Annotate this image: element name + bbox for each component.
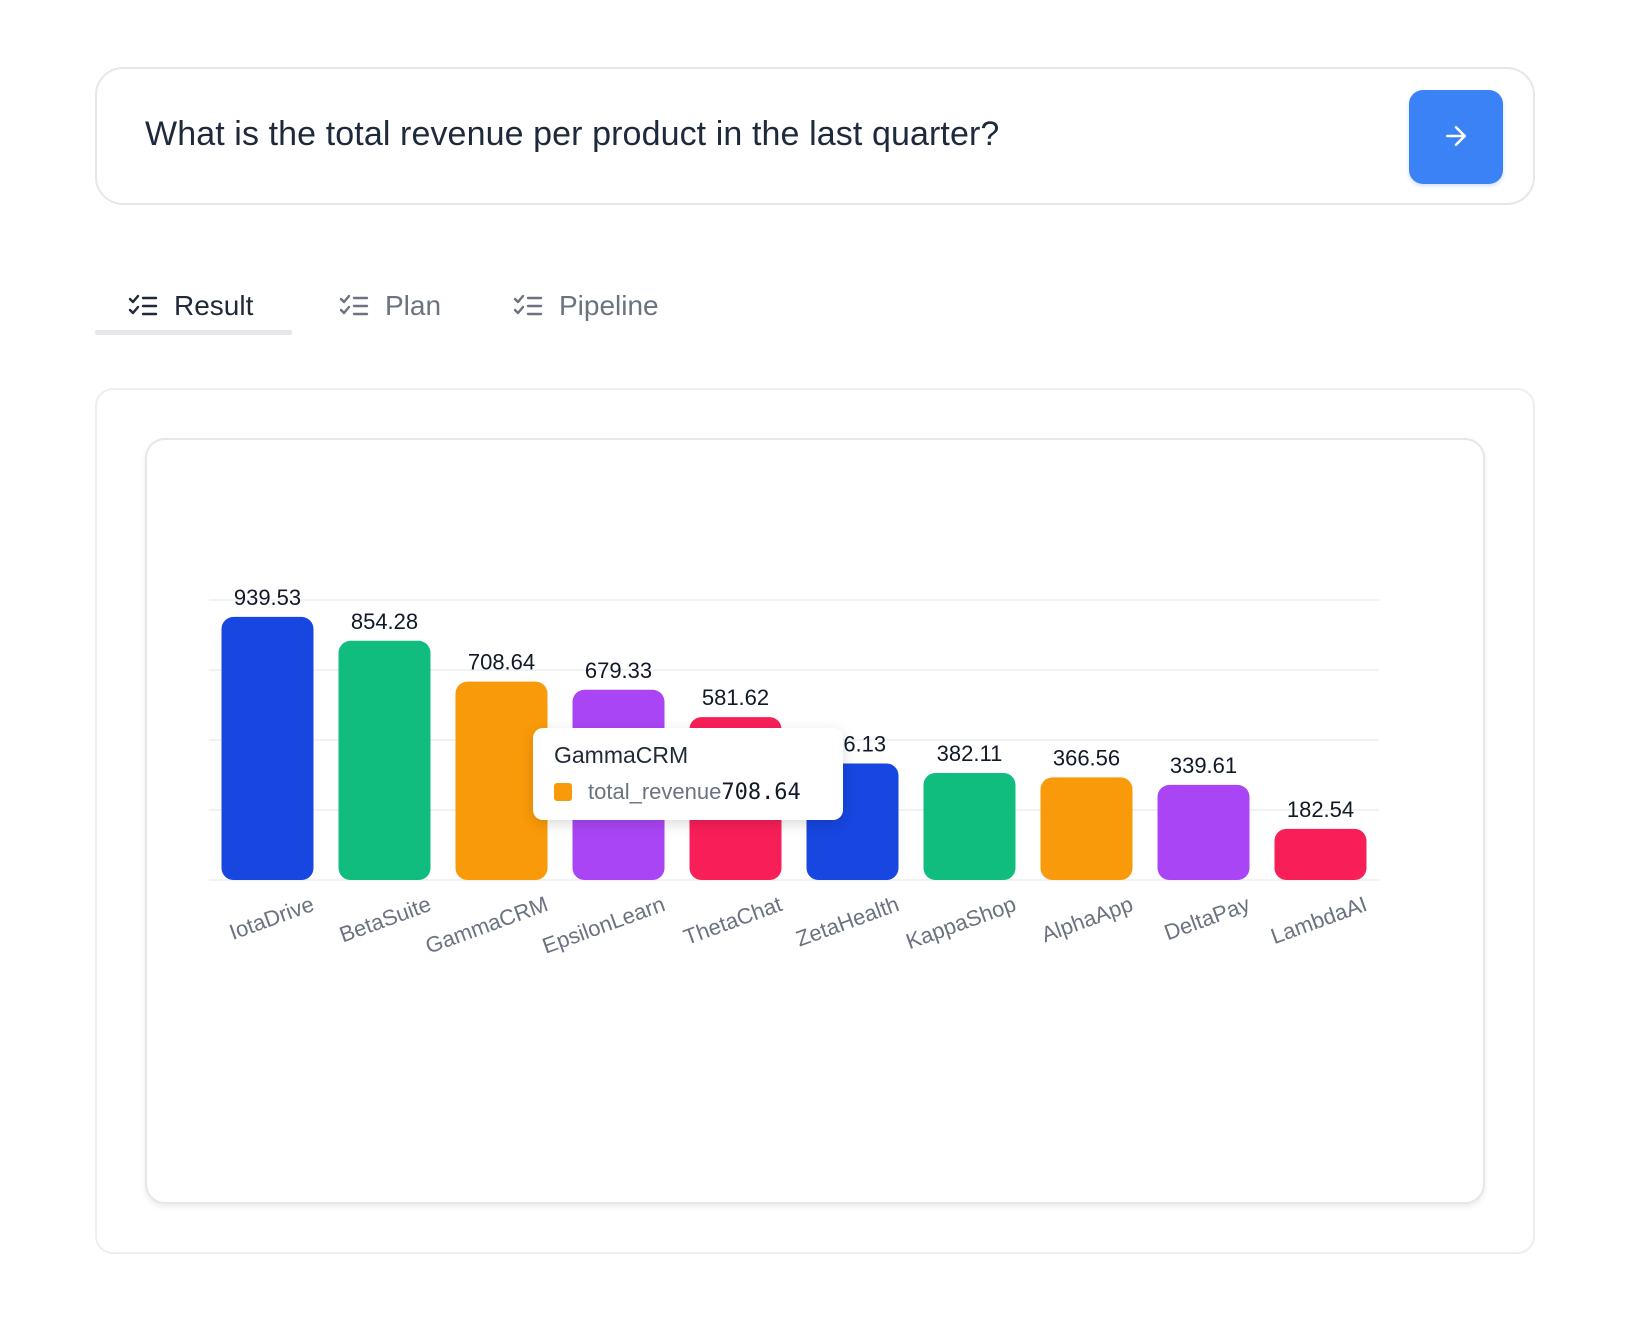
tooltip-title: GammaCRM	[554, 742, 689, 768]
tab-plan[interactable]: Plan	[339, 280, 441, 332]
bar[interactable]	[923, 773, 1016, 880]
bar[interactable]	[1274, 828, 1367, 880]
bar[interactable]	[221, 616, 314, 880]
checklist-icon	[339, 293, 369, 319]
bar-value-label: 382.11	[937, 741, 1003, 766]
tab-bar: Result Plan Pipeline	[95, 280, 695, 336]
x-axis-tick-label: IotaDrive	[226, 891, 317, 945]
tooltip-row: total_revenue 708.64	[554, 779, 822, 805]
x-axis-tick-label: AlphaApp	[1038, 891, 1136, 947]
arrow-right-icon	[1441, 121, 1471, 154]
bar-value-label: 182.54	[1287, 797, 1354, 822]
chart-card: 939.53 IotaDrive 854.28 BetaSuite 708.64 Gamm…	[145, 438, 1485, 1204]
checklist-icon	[128, 293, 158, 319]
bar[interactable]	[338, 640, 431, 880]
tab-label: Pipeline	[559, 290, 659, 321]
bar-value-label: 854.28	[351, 609, 418, 634]
tooltip-series-name: total_revenue	[588, 779, 722, 804]
bar-value-label: 366.56	[1053, 745, 1120, 770]
bar-value-label: 679.33	[585, 658, 652, 683]
bar[interactable]	[1157, 784, 1250, 880]
tab-result[interactable]: Result	[128, 280, 253, 332]
query-box[interactable]: What is the total revenue per product in…	[95, 67, 1535, 205]
result-panel: 939.53 IotaDrive 854.28 BetaSuite 708.64 Gamm…	[95, 388, 1535, 1254]
query-input[interactable]: What is the total revenue per product in…	[145, 115, 1000, 153]
tooltip-color-swatch	[554, 783, 572, 801]
x-axis-tick-label: DeltaPay	[1161, 891, 1253, 945]
active-tab-indicator	[95, 330, 292, 335]
bar-chart: 939.53IotaDrive854.28BetaSuite708.64Gamm…	[209, 585, 1379, 959]
x-axis-tick-label: EpsilonLearn	[539, 891, 668, 958]
chart-tooltip: GammaCRM total_revenue 708.64	[533, 728, 843, 820]
x-axis-tick-label: GammaCRM	[422, 891, 551, 958]
x-axis-tick-label: ZetaHealth	[793, 891, 903, 951]
x-axis-tick-label: KappaShop	[903, 891, 1020, 954]
x-axis-tick-label: BetaSuite	[336, 891, 434, 947]
submit-button[interactable]	[1409, 90, 1503, 184]
x-axis-tick-label: LambdaAI	[1267, 891, 1370, 949]
bar-value-label: 939.53	[234, 585, 301, 610]
checklist-icon	[513, 293, 543, 319]
bar-value-label: 708.64	[468, 650, 535, 675]
x-axis-tick-label: ThetaChat	[680, 891, 785, 950]
bar-value-label: 581.62	[702, 685, 769, 710]
bar-value-label: 339.61	[1170, 753, 1237, 778]
tooltip-value: 708.64	[721, 779, 801, 805]
bar[interactable]	[455, 681, 548, 880]
bar[interactable]	[1040, 777, 1133, 880]
tab-label: Result	[174, 290, 254, 321]
tab-label: Plan	[385, 290, 442, 321]
tab-pipeline[interactable]: Pipeline	[513, 280, 659, 332]
